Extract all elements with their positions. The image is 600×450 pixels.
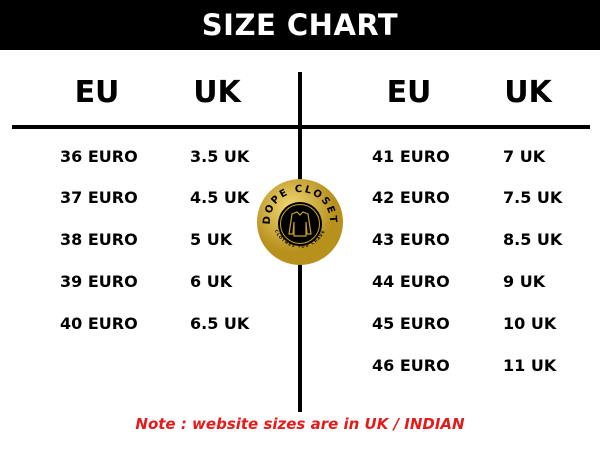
- left-uk-size-cell: 3.5 UK: [190, 147, 250, 166]
- right-uk-size-cell: 7.5 UK: [503, 188, 563, 207]
- right-uk-size-cell: 7 UK: [503, 147, 546, 166]
- right-eu-size-cell: 46 EURO: [372, 356, 450, 375]
- right-eu-size-cell: 45 EURO: [372, 314, 450, 333]
- dope-closet-logo: DOPE CLOSET CLOTHES YOU CRAVE: [257, 179, 343, 265]
- right-eu-size-cell: 42 EURO: [372, 188, 450, 207]
- left-eu-size-cell: 39 EURO: [60, 272, 138, 291]
- left-uk-size-cell: 6 UK: [190, 272, 233, 291]
- right-eu-size-cell: 41 EURO: [372, 147, 450, 166]
- right-uk-header: UK: [504, 75, 552, 110]
- right-uk-size-cell: 8.5 UK: [503, 230, 563, 249]
- right-eu-size-cell: 43 EURO: [372, 230, 450, 249]
- left-uk-size-cell: 6.5 UK: [190, 314, 250, 333]
- left-eu-size-cell: 37 EURO: [60, 188, 138, 207]
- left-eu-size-cell: 38 EURO: [60, 230, 138, 249]
- left-eu-header: EU: [74, 75, 120, 110]
- page-title: SIZE CHART: [0, 0, 600, 50]
- right-uk-size-cell: 11 UK: [503, 356, 557, 375]
- right-uk-size-cell: 10 UK: [503, 314, 557, 333]
- size-note: Note : website sizes are in UK / INDIAN: [135, 415, 465, 433]
- left-eu-size-cell: 40 EURO: [60, 314, 138, 333]
- left-uk-header: UK: [193, 75, 241, 110]
- right-eu-size-cell: 44 EURO: [372, 272, 450, 291]
- left-eu-size-cell: 36 EURO: [60, 147, 138, 166]
- right-eu-header: EU: [386, 75, 432, 110]
- left-uk-size-cell: 4.5 UK: [190, 188, 250, 207]
- right-uk-size-cell: 9 UK: [503, 272, 546, 291]
- left-uk-size-cell: 5 UK: [190, 230, 233, 249]
